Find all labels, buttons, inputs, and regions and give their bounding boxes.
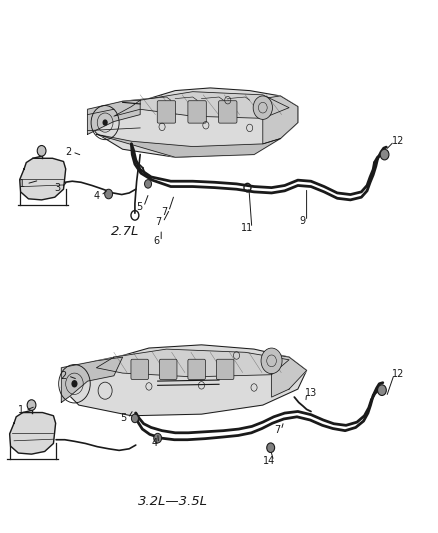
Polygon shape (20, 158, 66, 200)
Text: 3.2L—3.5L: 3.2L—3.5L (138, 495, 208, 507)
Polygon shape (114, 92, 289, 118)
Polygon shape (61, 357, 123, 402)
Circle shape (154, 433, 162, 443)
Text: 1: 1 (19, 179, 25, 189)
FancyBboxPatch shape (157, 101, 176, 123)
Circle shape (37, 146, 46, 156)
FancyBboxPatch shape (188, 101, 206, 123)
Text: 14: 14 (263, 456, 276, 466)
Text: 2: 2 (60, 371, 67, 381)
Text: 1: 1 (18, 406, 24, 415)
FancyBboxPatch shape (131, 359, 148, 379)
FancyBboxPatch shape (188, 359, 205, 379)
Text: 2.7L: 2.7L (111, 225, 139, 238)
Circle shape (105, 189, 113, 199)
Text: 7: 7 (161, 207, 167, 216)
Polygon shape (96, 349, 289, 377)
Text: 13: 13 (305, 389, 317, 398)
Text: 5: 5 (136, 202, 142, 212)
Text: 11: 11 (241, 223, 254, 233)
Polygon shape (263, 96, 298, 144)
Text: 2: 2 (65, 147, 71, 157)
Polygon shape (88, 100, 140, 134)
Circle shape (253, 96, 272, 119)
Polygon shape (10, 413, 56, 454)
Text: 12: 12 (392, 369, 405, 379)
Text: 12: 12 (392, 136, 405, 146)
Text: 7: 7 (155, 217, 162, 227)
FancyBboxPatch shape (219, 101, 237, 123)
Polygon shape (88, 88, 298, 157)
Circle shape (71, 380, 78, 387)
Text: 3: 3 (54, 183, 60, 192)
Circle shape (145, 180, 152, 188)
Text: 6: 6 (154, 237, 160, 246)
FancyBboxPatch shape (159, 359, 177, 379)
Circle shape (102, 119, 108, 126)
FancyBboxPatch shape (216, 359, 234, 379)
Circle shape (27, 400, 36, 410)
Text: 4: 4 (93, 191, 99, 200)
Text: 5: 5 (120, 414, 127, 423)
Text: 7: 7 (274, 425, 280, 435)
Circle shape (378, 385, 386, 395)
Circle shape (380, 149, 389, 160)
Polygon shape (96, 134, 280, 157)
Polygon shape (272, 354, 307, 397)
Circle shape (267, 443, 275, 453)
Polygon shape (61, 345, 307, 416)
Circle shape (261, 348, 282, 374)
Text: 9: 9 (299, 216, 305, 226)
Text: 4: 4 (151, 439, 157, 448)
Circle shape (131, 414, 138, 423)
